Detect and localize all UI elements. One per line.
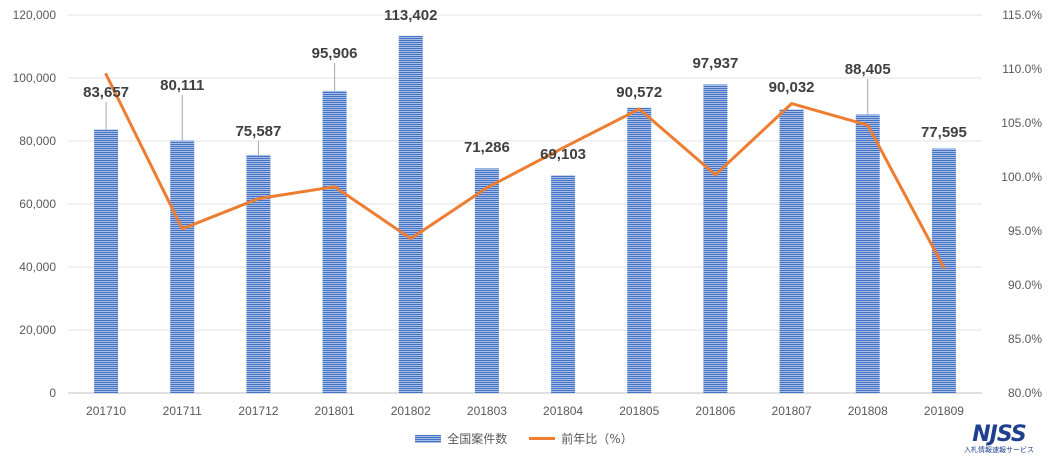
bar	[779, 109, 804, 393]
njss-logo: NJSS 入札情報速報サービス	[960, 424, 1038, 455]
x-tick-label: 201710	[86, 404, 126, 418]
legend: 全国案件数 前年比（%）	[0, 430, 1048, 447]
bar-data-label: 95,906	[312, 45, 358, 62]
x-tick-label: 201801	[315, 404, 355, 418]
bar	[703, 84, 728, 394]
y-right-tick-label: 95.0%	[1008, 224, 1042, 238]
label-leader-lines	[105, 63, 869, 155]
x-tick-label: 201807	[772, 404, 812, 418]
line-series	[104, 72, 946, 270]
y-left-tick-label: 100,000	[13, 71, 57, 85]
x-tick-label: 201805	[619, 404, 659, 418]
bar-data-label: 75,587	[235, 123, 281, 140]
x-tick-label: 201712	[238, 404, 278, 418]
bar-data-label: 83,657	[83, 84, 129, 101]
legend-label-bar: 全国案件数	[447, 432, 508, 446]
y-right-tick-label: 115.0%	[1002, 8, 1042, 22]
bar	[322, 90, 347, 393]
y-axis-left: 0 20,000 40,000 60,000 80,000 100,000 120,000	[13, 8, 57, 400]
bar	[627, 107, 652, 394]
y-left-tick-label: 80,000	[19, 134, 56, 148]
bar-data-label: 69,103	[540, 146, 586, 163]
logo-subtitle: 入札情報速報サービス	[964, 446, 1034, 454]
bar-data-label: 113,402	[384, 7, 437, 24]
legend-item-line[interactable]: 前年比（%）	[529, 430, 633, 447]
bar-data-label: 90,572	[616, 84, 662, 101]
bar-data-label: 77,595	[921, 124, 967, 141]
line-path	[104, 72, 946, 270]
bar-data-label: 71,286	[464, 139, 510, 156]
x-tick-label: 201808	[848, 404, 888, 418]
y-right-tick-label: 85.0%	[1008, 332, 1042, 346]
bar	[474, 168, 499, 393]
bar	[855, 114, 880, 394]
bar-data-label: 80,111	[160, 77, 204, 94]
x-axis: 201710 201711 201712 201801 201802 201803 2018…	[86, 404, 964, 418]
y-left-tick-label: 0	[49, 386, 56, 400]
x-tick-label: 201806	[695, 404, 735, 418]
logo-mark: NJSS	[972, 422, 1027, 447]
y-axis-right: 80.0% 85.0% 90.0% 95.0% 100.0% 105.0% 110.0% 11…	[1001, 8, 1042, 400]
bar	[398, 35, 423, 394]
legend-item-bar[interactable]: 全国案件数	[415, 430, 507, 447]
y-right-tick-label: 80.0%	[1008, 386, 1042, 400]
y-right-tick-label: 110.0%	[1002, 62, 1042, 76]
x-tick-label: 201809	[924, 404, 964, 418]
y-left-tick-label: 40,000	[19, 260, 56, 274]
legend-swatch-bar	[415, 434, 442, 443]
bar	[931, 148, 956, 393]
y-left-tick-label: 60,000	[19, 197, 56, 211]
bar	[170, 140, 195, 393]
gridlines	[68, 14, 982, 394]
y-right-tick-label: 100.0%	[1001, 170, 1042, 184]
x-tick-label: 201802	[391, 404, 431, 418]
x-tick-label: 201711	[163, 404, 202, 418]
x-tick-label: 201804	[543, 404, 583, 418]
data-labels: 83,657 80,111 75,587 95,906 113,402 71,286 69,…	[83, 7, 967, 163]
y-right-tick-label: 105.0%	[1001, 116, 1042, 130]
legend-swatch-line	[529, 437, 556, 440]
bar-data-label: 90,032	[769, 79, 815, 96]
legend-label-line: 前年比（%）	[561, 432, 633, 446]
bar-series	[94, 35, 956, 394]
y-left-tick-label: 120,000	[13, 8, 57, 22]
bar	[94, 129, 119, 393]
bar	[246, 154, 271, 393]
x-tick-label: 201803	[467, 404, 507, 418]
bar	[551, 175, 576, 393]
bar-data-label: 97,937	[692, 55, 738, 72]
y-right-tick-label: 90.0%	[1008, 278, 1042, 292]
bar-data-label: 88,405	[845, 61, 891, 78]
y-left-tick-label: 20,000	[19, 323, 56, 337]
